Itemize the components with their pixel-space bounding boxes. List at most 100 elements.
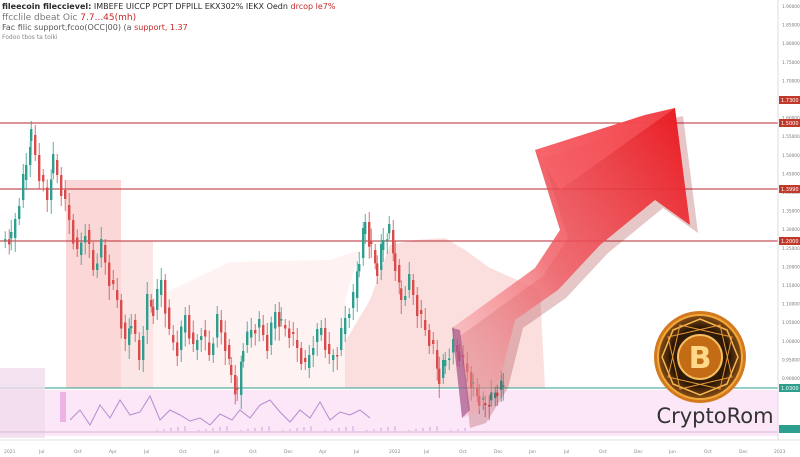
price-tick-label: 1.3500000 [782, 209, 800, 215]
candle-body [280, 319, 283, 321]
indicator-value: 7.7...45(mh) [80, 13, 137, 23]
candle-body [254, 330, 257, 334]
candle-body [270, 322, 273, 345]
time-tick-label: Oct [179, 449, 187, 455]
candle-body [436, 350, 439, 369]
current-price-tag [779, 425, 800, 433]
candle-body [60, 175, 63, 196]
indicator-label: ffcclile dbeat Oic [2, 13, 78, 23]
time-tick-label: 2022 [389, 449, 401, 455]
candle-body [164, 280, 167, 314]
price-tick-label: 1.1500000 [782, 283, 800, 289]
candle-body [420, 310, 423, 314]
candle-body [316, 329, 319, 342]
candle-body [134, 320, 137, 334]
time-tick-label: Oct [459, 449, 467, 455]
time-tick-label: Jul [353, 449, 359, 455]
time-tick-label: Apr [319, 449, 327, 455]
chart-legend-line-2[interactable]: ffcclile dbeat Oic 7.7...45(mh) [2, 14, 136, 23]
price-tag [779, 119, 800, 127]
candle-body [408, 274, 411, 290]
time-axis[interactable]: 2021 Jul Oct Apr Jul Oct Jul Oct Dec Apr Jul 2022 Ju… [0, 439, 800, 457]
candle-body [452, 339, 455, 353]
candle-body [278, 312, 281, 327]
time-tick-label: Dec [739, 449, 748, 455]
candle-body [496, 392, 499, 396]
candle-body [444, 360, 447, 366]
candle-body [312, 348, 315, 355]
time-tick-label: Apr [109, 449, 117, 455]
price-tag [779, 96, 800, 104]
candle-body [246, 331, 249, 345]
price-tick-label: 1.1000000 [782, 302, 800, 308]
candle-body [368, 222, 371, 247]
candle-body [25, 165, 28, 180]
candle-body [80, 242, 83, 255]
candle-body [370, 240, 373, 244]
candle-body [266, 335, 269, 351]
candle-body [172, 335, 175, 343]
ticker-change: drcop le7% [290, 2, 336, 11]
candle-body [340, 328, 343, 350]
candle-body [196, 340, 199, 350]
candle-body [382, 240, 385, 250]
candle-body [72, 220, 75, 244]
candle-body [240, 361, 243, 395]
chart-legend-line-3[interactable]: Fac filic support,fcoo(OCC|00) (a suppor… [2, 24, 188, 32]
candle-body [494, 392, 497, 398]
candle-body [8, 239, 11, 245]
price-tag-label: 1.2000 [781, 239, 799, 245]
candle-body [428, 330, 431, 346]
coin-symbol: B [689, 341, 712, 376]
candle-body [104, 245, 107, 263]
candle-body [208, 342, 211, 355]
candle-body [14, 219, 17, 238]
candle-body [176, 342, 179, 356]
time-tick-label: 2021 [4, 449, 16, 455]
candle-body [394, 253, 397, 271]
candlestick-series [4, 121, 505, 421]
candle-body [300, 348, 303, 364]
candle-body [502, 385, 505, 387]
time-tick-label: Oct [704, 449, 712, 455]
candle-body [100, 239, 103, 258]
candle-body [34, 135, 37, 155]
candle-body [124, 322, 127, 339]
candle-body [448, 358, 451, 360]
candle-body [56, 160, 59, 175]
price-tick-label: 0.9000000 [782, 376, 800, 382]
candle-body [392, 230, 395, 254]
candle-body [120, 300, 123, 329]
candle-body [50, 179, 53, 200]
candle-body [64, 190, 67, 199]
candle-body [292, 332, 295, 334]
candle-body [484, 403, 487, 405]
support-label: Fac filic support,fcoo(OCC|00) (a [2, 23, 132, 32]
candle-body [304, 358, 307, 362]
candle-body [88, 230, 91, 244]
time-tick-label: Jul [563, 449, 569, 455]
time-tick-label: Jul [213, 449, 219, 455]
candle-body [432, 340, 435, 344]
candle-body [324, 328, 327, 350]
candle-body [386, 239, 389, 241]
time-tick-label: Dec [284, 449, 293, 455]
chart-legend-line-4[interactable]: Fodoo tbos ta toiki [2, 35, 58, 41]
candle-body [152, 306, 155, 316]
chart-legend-line-1[interactable]: fileecoin fileccievel: IMBEFE UICCP PCPT… [2, 3, 335, 11]
price-tick-label: 1.0000000 [782, 339, 800, 345]
trend-arrow [452, 108, 698, 428]
candle-body [234, 375, 237, 395]
candle-body [400, 288, 403, 300]
price-tick-label: 1.8000000 [782, 41, 800, 47]
price-tag-label: 1.5000 [781, 121, 799, 127]
price-tick-label: 1.7500000 [782, 60, 800, 66]
candle-body [412, 280, 415, 295]
candle-body [308, 355, 311, 368]
candle-body [344, 318, 347, 334]
price-axis[interactable]: 1.9000000 1.8500000 1.8000000 1.7500000 1.70… [777, 0, 800, 440]
bitcoin-coin-icon: B [654, 311, 746, 403]
candle-body [76, 237, 79, 249]
